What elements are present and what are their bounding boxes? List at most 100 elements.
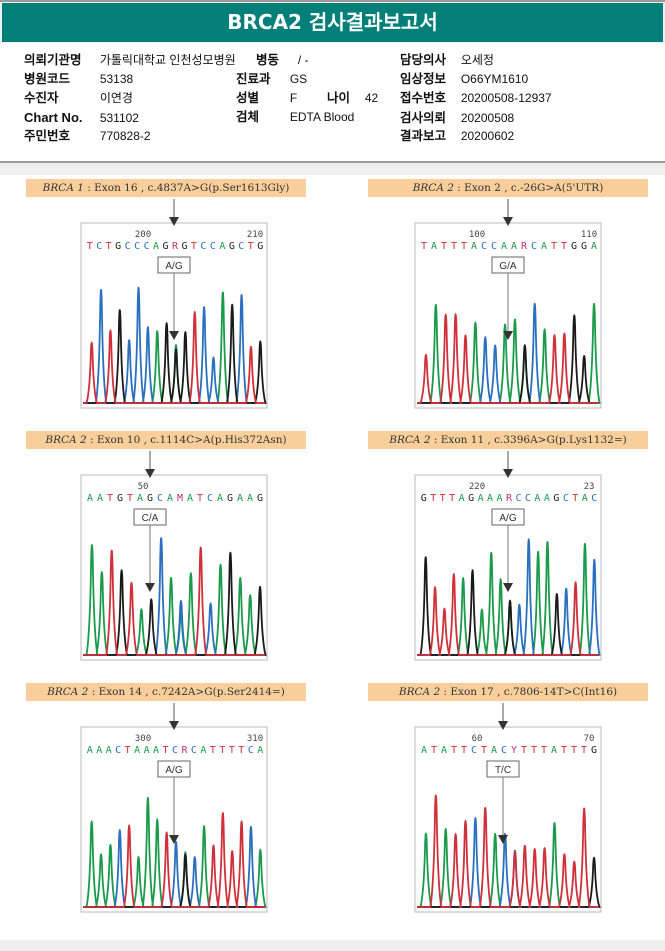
base-call: A — [187, 493, 193, 504]
base-call: T — [219, 745, 225, 756]
variant-detail: : Exon 10 , c.1114C>A(p.His372Asn) — [90, 434, 287, 446]
section-divider — [0, 163, 665, 175]
field-institution: 의뢰기관명 가톨릭대학교 인천성모병원 — [24, 51, 236, 69]
base-call: A — [431, 241, 437, 252]
trace-A — [83, 796, 267, 908]
variant-arrow-icon — [169, 835, 179, 844]
field-doctor: 담당의사 오세정 — [400, 51, 494, 69]
base-call: A — [582, 493, 588, 504]
variant-arrow-icon — [145, 583, 155, 592]
base-call: T — [210, 745, 216, 756]
base-call: C — [491, 241, 497, 252]
position-label: 300 — [135, 734, 151, 744]
field-value: O66YM1610 — [460, 72, 529, 86]
field-value: 53138 — [99, 72, 134, 86]
field-specimen: 검체 EDTA Blood — [236, 108, 354, 126]
trace-A — [417, 302, 601, 404]
base-call: T — [163, 745, 169, 756]
field-label: 담당의사 — [400, 52, 447, 67]
base-call: C — [134, 241, 140, 252]
base-call: A — [144, 745, 150, 756]
base-call: A — [421, 745, 427, 756]
base-call: C — [563, 493, 569, 504]
field-label: 결과보고 — [400, 128, 447, 143]
field-label: 검체 — [236, 109, 260, 124]
base-call: A — [511, 241, 517, 252]
field-label: 임상정보 — [400, 71, 447, 86]
gene-name: BRCA 2 — [389, 434, 431, 446]
base-call: G — [117, 493, 123, 504]
base-call: A — [200, 745, 206, 756]
arrow-down-icon — [503, 217, 513, 226]
genotype-call: A/G — [499, 513, 516, 524]
variant-caption: BRCA 2 : Exon 2 , c.-26G>A(5'UTR) — [368, 179, 648, 197]
chromatogram: 220 23G T T T A G A A A R C C A A G C T A CA/G — [414, 451, 602, 661]
field-chart-no: Chart No. 531102 — [24, 109, 139, 127]
variant-detail: : Exon 14 , c.7242A>G(p.Ser2414=) — [91, 686, 285, 698]
base-call: A — [153, 745, 159, 756]
base-call: A — [87, 493, 93, 504]
field-label: 병원코드 — [24, 71, 71, 86]
position-label: 100 — [469, 230, 485, 240]
base-call: A — [478, 493, 484, 504]
patient-info-panel: 의뢰기관명 가톨릭대학교 인천성모병원 병원코드 53138 수진자 이연경 C… — [0, 43, 665, 163]
base-call: C — [525, 493, 531, 504]
trace-T — [83, 812, 265, 908]
variant-panel: 220 23 G T T T A G A A A R C C A A G C T A C A/G BRCA 2 : Exon… — [360, 431, 665, 681]
variant-detail: : Exon 17 , c.7806-14T>C(Int16) — [443, 686, 618, 698]
trace-T — [417, 573, 599, 656]
base-call: T — [197, 493, 203, 504]
base-call: C — [238, 241, 244, 252]
gene-name: BRCA 2 — [398, 686, 441, 698]
variant-caption: BRCA 2 : Exon 17 , c.7806-14T>C(Int16) — [368, 683, 648, 701]
variant-arrow-icon — [503, 331, 513, 340]
arrow-down-icon — [169, 217, 179, 226]
base-call: T — [127, 493, 133, 504]
base-call: C — [531, 241, 537, 252]
base-call: R — [181, 745, 188, 756]
trace-C — [83, 537, 265, 656]
base-call: T — [191, 241, 197, 252]
field-value: GS — [289, 72, 308, 86]
variant-panel: 100 110 T A T T T A C C A A R C A T T G G A G/A BRCA 2 : Exon… — [360, 179, 665, 429]
trace-G — [83, 853, 265, 908]
base-call: A — [441, 745, 447, 756]
chromatogram: 60 70A T A T T C T A C Y T T T A T T T GT/C — [414, 703, 602, 913]
report-title: BRCA2 검사결과보고서 — [2, 3, 663, 42]
field-value: 20200508-12937 — [460, 91, 552, 105]
base-call: R — [172, 241, 179, 252]
base-call: G — [553, 493, 559, 504]
variant-caption: BRCA 2 : Exon 10 , c.1114C>A(p.His372Asn… — [26, 431, 306, 449]
base-call: T — [107, 493, 113, 504]
position-label: 23 — [584, 482, 595, 492]
base-call: T — [238, 745, 244, 756]
field-age: 나이 42 — [327, 89, 378, 107]
base-call: T — [441, 241, 447, 252]
trace-A — [83, 291, 265, 404]
base-call: Y — [511, 745, 517, 756]
base-call: T — [561, 745, 567, 756]
genotype-call: A/G — [165, 261, 182, 272]
base-call: T — [572, 493, 578, 504]
field-label: 주민번호 — [24, 128, 71, 143]
base-call: T — [440, 493, 446, 504]
base-call: A — [541, 241, 547, 252]
base-call: T — [521, 745, 527, 756]
variant-arrow-icon — [169, 331, 179, 340]
trace-G — [417, 556, 599, 656]
base-call: G — [163, 241, 169, 252]
base-call: A — [459, 493, 465, 504]
genotype-call: T/C — [495, 765, 511, 776]
field-value: 770828-2 — [99, 129, 151, 143]
base-call: A — [87, 745, 93, 756]
field-sex: 성별 F — [236, 89, 297, 107]
arrow-down-icon — [503, 469, 513, 478]
base-call: T — [581, 745, 587, 756]
base-call: C — [144, 241, 150, 252]
chromatogram-section: 200 210 T C T G C C C A G R G T C C A G C T G A/G BRCA 1 : Exo… — [0, 175, 665, 940]
variant-panel: 60 70 A T A T T C T A C Y T T T A T T T G T/C BRCA 2 : Exon 1… — [360, 683, 665, 933]
base-call: C — [172, 745, 178, 756]
variant-caption: BRCA 2 : Exon 14 , c.7242A>G(p.Ser2414=) — [26, 683, 306, 701]
